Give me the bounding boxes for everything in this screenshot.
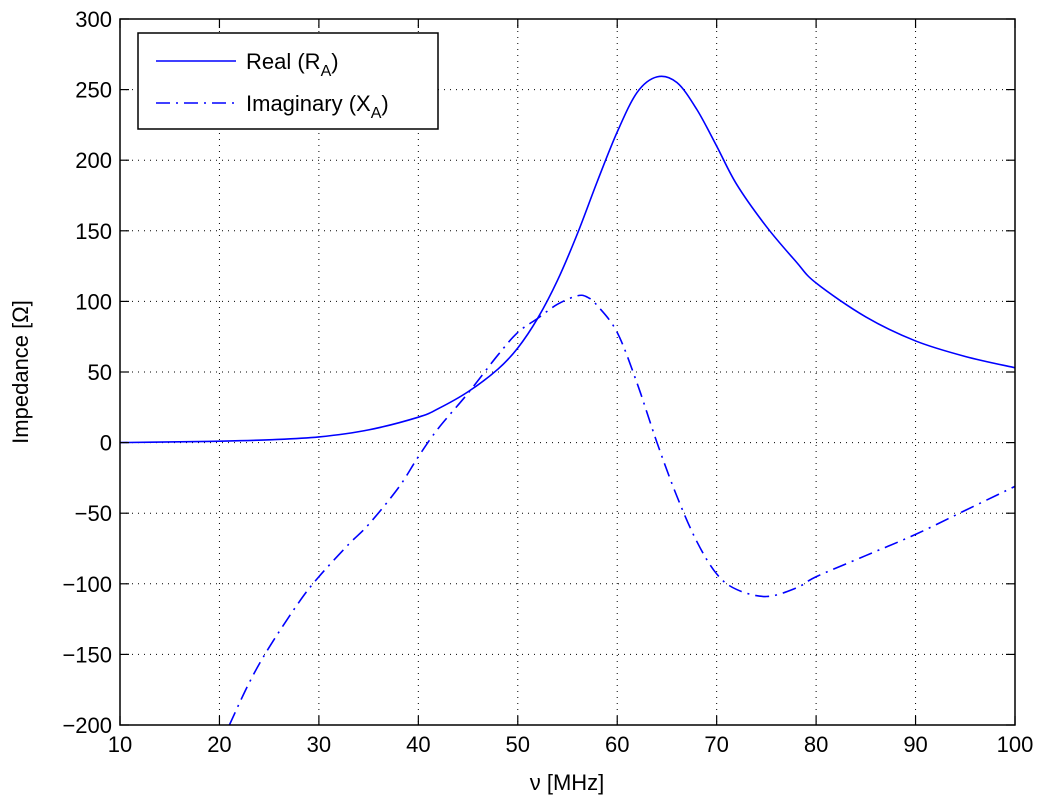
x-tick-label: 40	[406, 732, 430, 757]
grid	[120, 19, 1015, 725]
y-tick-label: −150	[62, 642, 112, 667]
legend-box	[137, 32, 439, 130]
y-axis-label: Impedance [Ω]	[8, 300, 33, 444]
x-tick-label: 100	[997, 732, 1034, 757]
legend-label-imaginary: Imaginary (XA)	[246, 91, 389, 122]
series-layer	[119, 75, 1016, 726]
y-tick-label: 250	[75, 78, 112, 103]
ticks	[119, 18, 1016, 726]
y-tick-label: −50	[75, 501, 112, 526]
series-line-imaginary	[228, 294, 1016, 726]
x-axis-label: ν [MHz]	[530, 770, 605, 795]
tick-labels: 10 20 30 40 50 60 70 80 90 100 −200 −150 −100 −50 0 50 1…	[62, 7, 1033, 757]
x-tick-label: 20	[207, 732, 231, 757]
y-tick-label: 0	[100, 431, 112, 456]
y-tick-label: 50	[88, 360, 112, 385]
x-tick-label: 70	[704, 732, 728, 757]
x-tick-label: 30	[307, 732, 331, 757]
y-tick-label: 200	[75, 148, 112, 173]
y-tick-label: −100	[62, 572, 112, 597]
y-tick-label: 300	[75, 7, 112, 32]
x-tick-label: 10	[108, 732, 132, 757]
legend-label-real: Real (RA)	[246, 49, 339, 80]
x-tick-label: 90	[903, 732, 927, 757]
x-tick-label: 60	[605, 732, 629, 757]
x-tick-label: 50	[506, 732, 530, 757]
y-tick-label: 150	[75, 219, 112, 244]
y-tick-label: 100	[75, 289, 112, 314]
y-tick-label: −200	[62, 713, 112, 738]
series-line-real	[119, 75, 1016, 444]
x-tick-label: 80	[804, 732, 828, 757]
legend: Real (RA) Imaginary (XA)	[137, 32, 439, 130]
